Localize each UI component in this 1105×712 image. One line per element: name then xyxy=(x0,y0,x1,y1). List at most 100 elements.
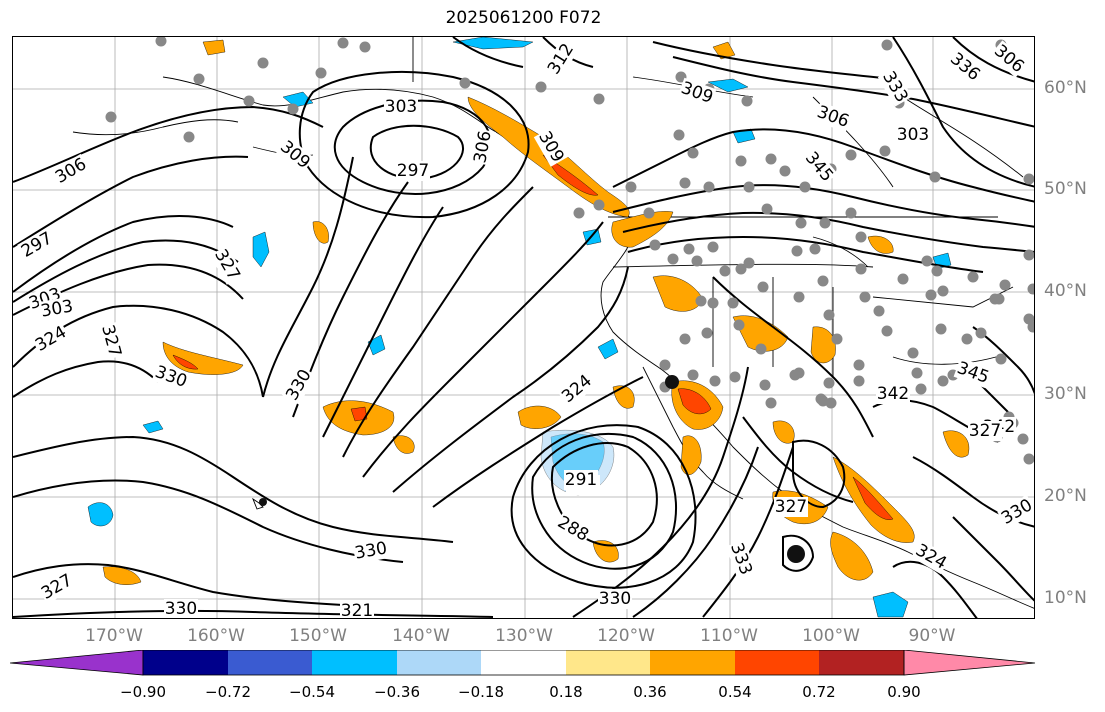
station-dot xyxy=(741,95,753,107)
station-dot xyxy=(735,263,747,275)
station-dot xyxy=(105,111,117,123)
station-dot xyxy=(937,285,949,297)
station-dot xyxy=(1023,173,1034,185)
station-dot xyxy=(911,367,923,379)
station-dot xyxy=(879,145,891,157)
station-dot xyxy=(719,265,731,277)
lon-label-170w: 170°W xyxy=(85,626,143,646)
contour-label: 297 xyxy=(397,161,429,181)
lat-label-40n: 40°N xyxy=(1044,281,1087,301)
station-dot xyxy=(975,327,987,339)
contour-label-bg xyxy=(774,497,808,517)
map-title: 2025061200 F072 xyxy=(445,8,602,28)
contour-label-bg xyxy=(564,470,598,490)
colorbar-swatch xyxy=(397,650,481,675)
contour-label-bg xyxy=(151,361,191,393)
lat-label-20n: 20°N xyxy=(1044,486,1087,506)
station-dot xyxy=(337,37,349,49)
station-dot xyxy=(573,207,585,219)
station-dot xyxy=(243,95,255,107)
station-dot xyxy=(935,323,947,335)
lon-label-90w: 90°W xyxy=(908,626,956,646)
station-dot xyxy=(845,207,857,219)
contour-label: 333 xyxy=(726,540,756,577)
station-dot xyxy=(761,203,773,215)
station-dot xyxy=(757,281,769,293)
colorbar-tick-label: −0.72 xyxy=(205,683,251,701)
station-dot xyxy=(815,393,827,405)
colorbar-tick-label: −0.18 xyxy=(458,683,504,701)
colorbar-tick-label: −0.90 xyxy=(120,683,166,701)
station-dot xyxy=(743,257,755,269)
station-dot xyxy=(873,305,885,317)
contour-label-bg xyxy=(543,39,579,79)
contour-label-bg xyxy=(533,127,569,167)
colorbar xyxy=(10,650,1036,676)
lon-label-110w: 110°W xyxy=(700,626,758,646)
contour-label-bg xyxy=(275,136,315,174)
station-dot xyxy=(687,369,699,381)
map-panel[interactable]: 312 303 309 306 303 297 306 309 297 303 303 306 309 3… xyxy=(12,36,1035,619)
colorbar-swatch xyxy=(650,650,735,675)
station-dot xyxy=(791,245,803,257)
station-dot xyxy=(1017,433,1029,445)
contour-label-bg xyxy=(557,370,597,408)
lon-label-100w: 100°W xyxy=(802,626,860,646)
station-dot xyxy=(703,181,715,193)
station-dot xyxy=(667,253,679,265)
contour-label-bg xyxy=(598,589,632,609)
station-dot xyxy=(831,333,843,345)
station-dot xyxy=(817,275,829,287)
contour-label-bg xyxy=(997,494,1034,530)
colorbar-tick-label: 0.54 xyxy=(718,683,752,701)
station-dot xyxy=(733,319,745,331)
colorbar-tick-label: 0.36 xyxy=(633,683,667,701)
contour-label-bg xyxy=(470,128,496,166)
station-dot xyxy=(855,263,867,275)
contour-label: 321 xyxy=(341,601,373,619)
colorbar-swatch xyxy=(228,650,312,675)
station-dot xyxy=(759,379,771,391)
contour-label: 303 xyxy=(39,296,74,321)
station-dot xyxy=(931,265,943,277)
contour-label-bg xyxy=(876,384,910,404)
station-dot xyxy=(695,295,707,307)
contour-label: 306 xyxy=(52,154,90,188)
lat-label-50n: 50°N xyxy=(1044,179,1087,199)
station-dot xyxy=(995,353,1007,365)
station-dot xyxy=(853,359,865,371)
contour-label-bg xyxy=(396,161,430,181)
contour-label: 336 xyxy=(946,49,984,85)
colorbar-extend-high xyxy=(903,650,1036,676)
contour-label: 303 xyxy=(897,125,929,145)
cyclone-markers xyxy=(259,375,805,563)
contour-label-bg xyxy=(281,365,317,405)
station-dot xyxy=(1027,283,1034,295)
station-dot xyxy=(701,327,713,339)
colorbar-swatch xyxy=(566,650,650,675)
station-dot xyxy=(315,67,327,79)
contour-label-bg xyxy=(989,40,1029,78)
colorbar-tick-label: 0.18 xyxy=(549,683,583,701)
station-dot xyxy=(257,57,269,69)
colorbar-extend-low xyxy=(10,650,144,676)
station-dot xyxy=(683,243,695,255)
lon-label-120w: 120°W xyxy=(597,626,655,646)
station-dot xyxy=(789,369,801,381)
station-dot xyxy=(967,271,979,283)
station-dot xyxy=(881,39,893,51)
contour-label: 306 xyxy=(814,102,851,132)
colorbar-swatch xyxy=(819,650,904,675)
lat-label-10n: 10°N xyxy=(1044,588,1087,608)
station-dot xyxy=(593,199,605,211)
contour-label-bg xyxy=(340,601,374,618)
station-dot xyxy=(779,165,791,177)
contour-label: 306 xyxy=(470,129,495,164)
station-dot xyxy=(845,149,857,161)
station-dots xyxy=(105,37,1034,465)
contour-label-bg xyxy=(896,125,930,145)
station-dot xyxy=(625,181,637,193)
station-dot xyxy=(765,153,777,165)
